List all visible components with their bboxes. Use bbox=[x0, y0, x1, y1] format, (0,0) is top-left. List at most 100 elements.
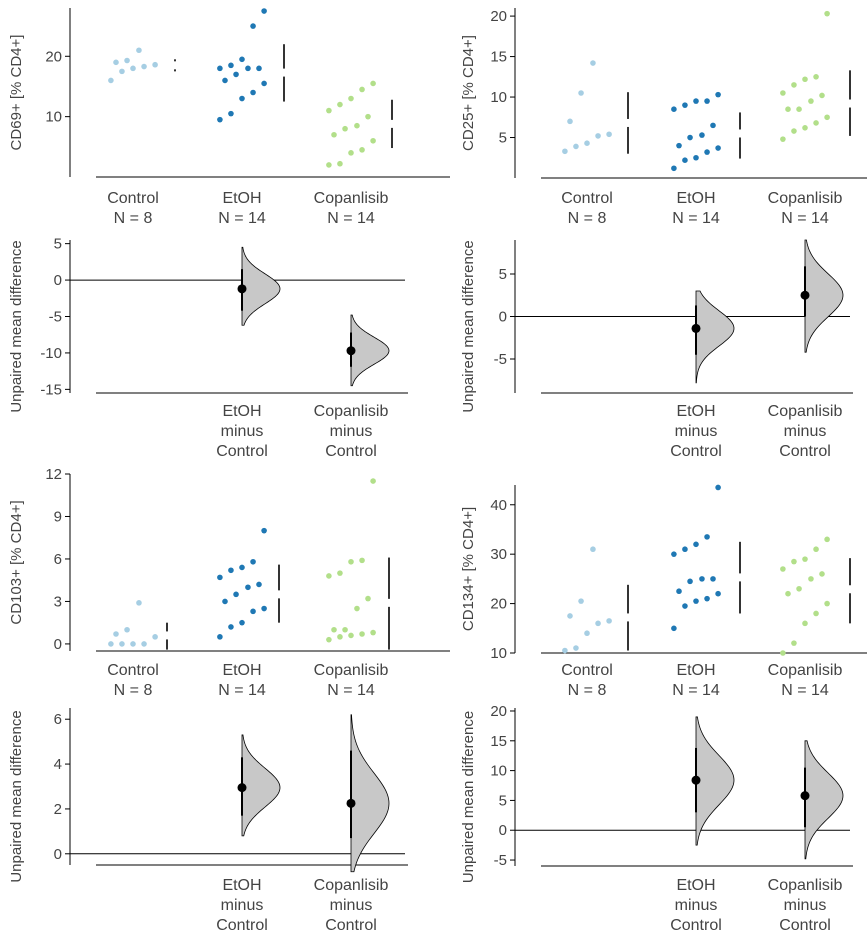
data-point-copanlisib bbox=[802, 620, 808, 627]
data-point-etoh bbox=[693, 154, 699, 161]
data-point-copanlisib bbox=[780, 650, 786, 656]
data-point-etoh bbox=[671, 625, 677, 632]
data-point-copanlisib bbox=[796, 585, 802, 592]
y-tick-label: 5 bbox=[54, 236, 62, 253]
data-point-control bbox=[578, 598, 584, 604]
data-point-control bbox=[595, 133, 601, 139]
data-point-copanlisib bbox=[359, 631, 365, 637]
data-point-control bbox=[141, 641, 147, 647]
data-point-control bbox=[590, 60, 596, 66]
comparison-label: minus bbox=[221, 897, 264, 914]
data-point-copanlisib bbox=[819, 571, 825, 577]
data-point-etoh bbox=[228, 567, 234, 574]
data-point-etoh bbox=[239, 619, 245, 626]
data-point-copanlisib bbox=[365, 595, 371, 602]
group-label: EtOH bbox=[222, 190, 261, 207]
data-point-etoh bbox=[682, 603, 688, 609]
data-point-etoh bbox=[699, 576, 705, 582]
data-point-etoh bbox=[704, 534, 710, 540]
data-point-copanlisib bbox=[326, 162, 332, 168]
data-point-etoh bbox=[710, 122, 716, 129]
data-point-control bbox=[578, 90, 584, 96]
data-point-etoh bbox=[228, 110, 234, 117]
group-label: Control bbox=[107, 190, 159, 207]
data-point-control bbox=[567, 118, 573, 125]
data-point-control bbox=[130, 641, 136, 647]
group-label: EtOH bbox=[676, 662, 715, 679]
mean-difference-point bbox=[346, 346, 356, 356]
comparison-label: minus bbox=[330, 897, 373, 914]
y-tick-label: 3 bbox=[54, 593, 62, 610]
data-point-etoh bbox=[261, 527, 267, 534]
y-tick-label: 10 bbox=[490, 645, 507, 662]
data-point-etoh bbox=[682, 157, 688, 163]
data-point-control bbox=[152, 634, 158, 640]
y-axis-label: CD134+ [% CD4+] bbox=[460, 507, 477, 631]
comparison-label: Control bbox=[325, 443, 377, 460]
y-axis-label: CD25+ [% CD4+] bbox=[460, 35, 477, 151]
group-n-label: N = 14 bbox=[781, 682, 829, 699]
data-point-etoh bbox=[693, 598, 699, 604]
data-point-etoh bbox=[261, 605, 267, 612]
bootstrap-distribution bbox=[695, 716, 735, 846]
y-axis-label: Unpaired mean difference bbox=[8, 240, 25, 412]
data-point-etoh bbox=[676, 588, 682, 595]
y-tick-label: 10 bbox=[45, 109, 62, 126]
group-n-label: N = 14 bbox=[327, 210, 375, 227]
data-point-copanlisib bbox=[785, 106, 791, 112]
data-point-copanlisib bbox=[348, 150, 354, 156]
difference-panel-2: 5 0 -5 Unpaired mean difference EtOH minus Con… bbox=[460, 239, 853, 460]
data-point-copanlisib bbox=[780, 566, 786, 572]
data-point-etoh bbox=[239, 95, 245, 102]
data-point-control bbox=[124, 57, 130, 64]
group-label: Control bbox=[561, 662, 613, 679]
data-point-control bbox=[119, 68, 125, 75]
y-axis-label: Unpaired mean difference bbox=[460, 711, 477, 883]
group-n-label: N = 8 bbox=[114, 682, 153, 699]
bootstrap-distribution bbox=[241, 246, 281, 326]
difference-panel-3: 0 2 4 6 Unpaired mean difference EtOH minus Con… bbox=[8, 708, 408, 934]
group-label: Copanlisib bbox=[314, 190, 389, 207]
comparison-label: minus bbox=[675, 423, 718, 440]
data-point-etoh bbox=[250, 89, 256, 96]
y-tick-label: 30 bbox=[490, 546, 507, 563]
data-point-copanlisib bbox=[354, 605, 360, 612]
data-point-copanlisib bbox=[791, 82, 797, 88]
data-point-control bbox=[606, 618, 612, 624]
data-point-control bbox=[595, 620, 601, 627]
data-point-etoh bbox=[682, 102, 688, 108]
data-point-etoh bbox=[671, 551, 677, 557]
group-label: Copanlisib bbox=[768, 662, 843, 679]
y-tick-label: 9 bbox=[54, 508, 62, 525]
data-point-copanlisib bbox=[808, 98, 814, 104]
y-tick-label: 5 bbox=[499, 130, 507, 147]
y-tick-label: 5 bbox=[499, 266, 507, 283]
group-n-label: N = 14 bbox=[672, 210, 720, 227]
data-point-copanlisib bbox=[813, 120, 819, 126]
data-point-etoh bbox=[715, 484, 721, 491]
data-point-etoh bbox=[682, 546, 688, 553]
data-point-copanlisib bbox=[359, 86, 365, 93]
data-point-etoh bbox=[687, 134, 693, 141]
data-point-etoh bbox=[228, 62, 234, 69]
y-tick-label: 15 bbox=[490, 49, 507, 66]
data-point-copanlisib bbox=[791, 128, 797, 134]
data-point-etoh bbox=[676, 142, 682, 149]
data-point-etoh bbox=[261, 8, 267, 14]
data-point-copanlisib bbox=[813, 74, 819, 80]
swarm-panel-1: 10 20 CD69+ [% CD4+] Control N = 8 EtOH N = 14… bbox=[8, 8, 450, 227]
data-point-copanlisib bbox=[370, 629, 376, 636]
y-tick-label: 20 bbox=[490, 8, 507, 25]
data-point-copanlisib bbox=[348, 95, 354, 102]
group-n-label: N = 8 bbox=[568, 682, 607, 699]
data-point-control bbox=[562, 647, 568, 654]
data-point-etoh bbox=[217, 65, 223, 72]
data-point-etoh bbox=[715, 91, 721, 98]
data-point-copanlisib bbox=[337, 101, 343, 108]
data-point-control bbox=[119, 641, 125, 647]
data-point-copanlisib bbox=[326, 573, 332, 579]
group-label: Control bbox=[561, 190, 613, 207]
difference-panel-4: 20 15 10 5 0 -5 Unpaired mean difference EtOH mi… bbox=[460, 703, 853, 934]
y-tick-label: 0 bbox=[499, 822, 507, 839]
